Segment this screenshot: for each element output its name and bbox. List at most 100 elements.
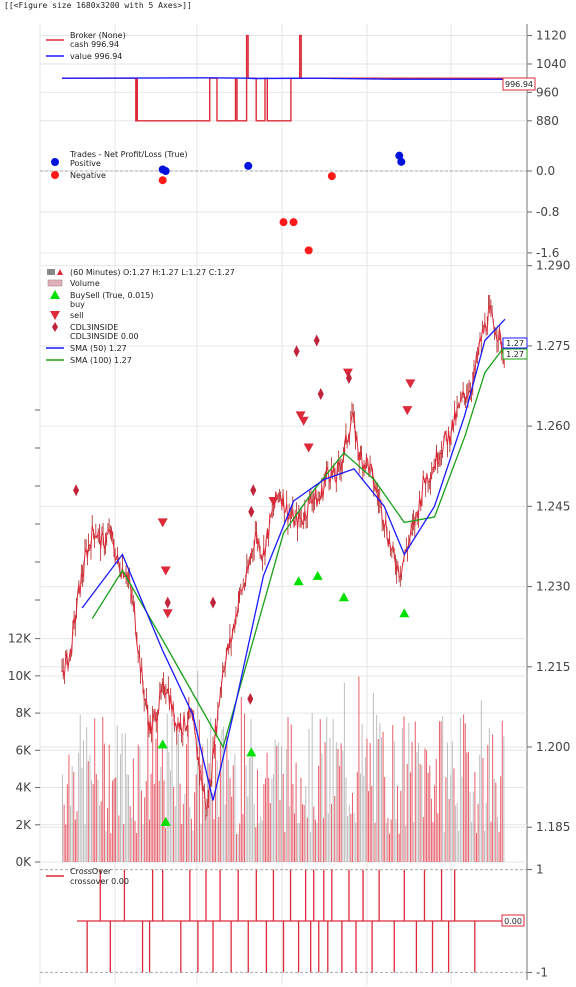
- crossover-tag: 0.00: [504, 917, 522, 926]
- volume-tick-label: 10K: [8, 669, 32, 683]
- legend-price-label: SMA (50) 1.27: [70, 344, 127, 353]
- volume-bar: [208, 763, 210, 862]
- volume-bar: [274, 739, 276, 862]
- cdl3inside-marker: [293, 345, 300, 358]
- negative-trade-marker: [289, 218, 298, 227]
- volume-bar: [108, 744, 110, 862]
- volume-bar: [400, 790, 402, 862]
- volume-bar: [442, 716, 444, 862]
- volume-bar: [314, 819, 316, 862]
- volume-bar: [276, 745, 278, 862]
- volume-bar: [86, 727, 88, 862]
- volume-bar: [306, 817, 308, 862]
- volume-bar: [466, 752, 468, 862]
- buy-marker: [160, 816, 171, 826]
- volume-bar: [390, 819, 392, 862]
- volume-bar: [224, 804, 226, 862]
- volume-bar: [268, 777, 270, 862]
- volume-bar: [263, 784, 265, 862]
- volume-bar: [186, 744, 188, 862]
- volume-bar: [347, 816, 349, 862]
- volume-bar: [469, 791, 471, 862]
- volume-bar: [458, 830, 460, 862]
- volume-bar: [292, 783, 294, 862]
- volume-tick-label: 6K: [15, 743, 32, 757]
- volume-bar: [484, 830, 486, 862]
- volume-bar: [290, 724, 292, 862]
- volume-bar: [250, 719, 252, 862]
- volume-bar: [105, 831, 107, 862]
- volume-bar: [219, 742, 221, 862]
- broker-ytick-tick-label: 1040: [536, 57, 567, 71]
- volume-tick-label: 8K: [15, 706, 32, 720]
- broker-ytick-tick-label: 960: [536, 85, 559, 99]
- volume-bar: [332, 719, 334, 862]
- volume-bar: [152, 722, 154, 862]
- volume-bar: [237, 833, 239, 862]
- volume-bar: [403, 716, 405, 862]
- trades-ytick-tick-label: -1.6: [536, 246, 559, 260]
- volume-bar: [501, 720, 503, 862]
- sma-tag-box: [502, 348, 528, 360]
- legend-cdl-swatch: [52, 322, 58, 332]
- legend-candle-swatch: [57, 269, 63, 275]
- volume-bar: [190, 818, 192, 862]
- volume-bar: [132, 758, 134, 862]
- volume-bar: [82, 740, 84, 862]
- volume-bar: [479, 754, 481, 862]
- legend-volume-swatch: [47, 279, 63, 287]
- volume-bar: [392, 725, 394, 862]
- volume-bar: [293, 813, 295, 862]
- volume-bar: [174, 805, 176, 862]
- trades-ytick-tick-label: 0.0: [536, 164, 555, 178]
- volume-bar: [440, 721, 442, 862]
- legend-price-label: CDL3INSIDE 0.00: [70, 332, 139, 341]
- volume-bar: [73, 772, 75, 862]
- volume-bar: [427, 772, 429, 862]
- cdl3inside-marker: [247, 692, 254, 705]
- buy-marker: [338, 592, 349, 602]
- crossover-tag-box: [501, 914, 525, 927]
- volume-bar: [215, 744, 217, 862]
- legend-price-label: sell: [70, 311, 84, 320]
- volume-bar: [340, 743, 342, 862]
- volume-bar: [459, 717, 461, 862]
- sma100-line: [91, 345, 506, 749]
- volume-bar: [216, 760, 218, 862]
- volume-bar: [242, 813, 244, 862]
- volume-bar: [326, 716, 328, 862]
- price-ytick-tick-label: 1.215: [536, 660, 570, 674]
- volume-bar: [339, 766, 341, 862]
- volume-bar: [495, 782, 497, 862]
- cdl3inside-marker: [313, 334, 320, 347]
- volume-bar: [387, 817, 389, 862]
- volume-bar: [422, 817, 424, 862]
- volume-bar: [97, 779, 99, 862]
- legend-positive-marker: [51, 158, 59, 166]
- volume-bar: [285, 749, 287, 862]
- negative-trade-marker: [327, 172, 336, 181]
- volume-bar: [498, 831, 500, 862]
- legend-price-label: SMA (100) 1.27: [70, 356, 132, 365]
- volume-bar: [134, 820, 136, 862]
- volume-bar: [147, 724, 149, 862]
- buy-marker: [312, 570, 323, 580]
- price-ytick-tick-label: 1.275: [536, 339, 570, 353]
- volume-bar: [287, 717, 289, 862]
- volume-bar: [189, 807, 191, 862]
- price-close-line: [61, 304, 505, 811]
- volume-bar: [303, 805, 305, 862]
- volume-bar: [471, 821, 473, 862]
- volume-bar: [87, 761, 89, 862]
- volume-bar: [63, 804, 65, 862]
- figure-repr-text: [[<Figure size 1680x3200 with 5 Axes>]]: [4, 1, 192, 10]
- volume-bar: [81, 767, 83, 862]
- volume-bar: [137, 744, 139, 862]
- volume-bar: [335, 742, 337, 862]
- volume-bar: [142, 824, 144, 862]
- volume-bar: [447, 742, 449, 862]
- volume-bar: [264, 778, 266, 862]
- volume-bar: [165, 827, 167, 862]
- volume-bar: [184, 794, 186, 862]
- volume-bar: [382, 731, 384, 862]
